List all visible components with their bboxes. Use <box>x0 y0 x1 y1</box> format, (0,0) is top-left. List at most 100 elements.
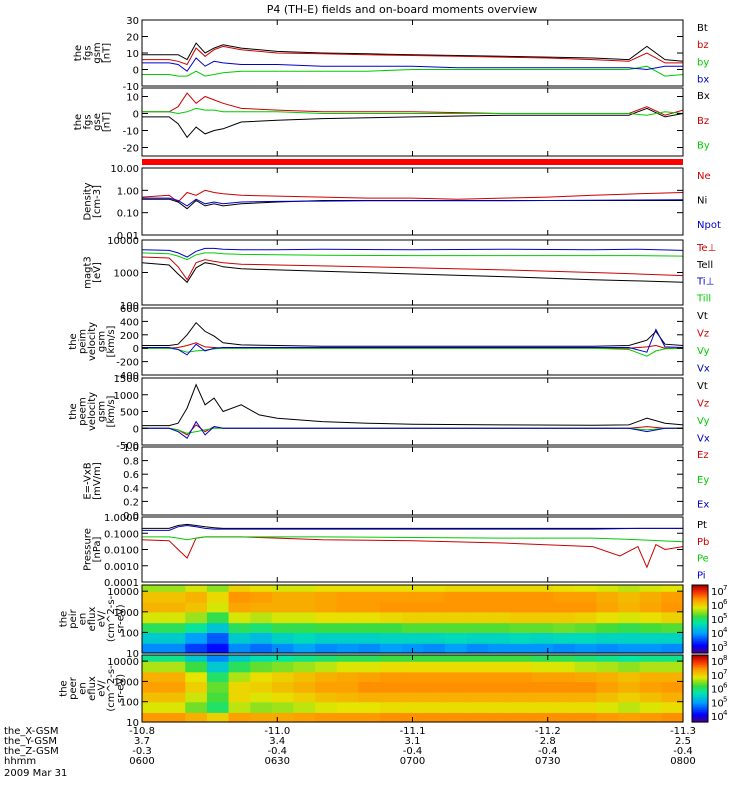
y-tick-label: 10 <box>126 649 139 660</box>
heatmap-cell <box>531 701 554 713</box>
heatmap-cell <box>444 632 468 644</box>
heatmap-cell <box>250 601 273 613</box>
colorbar-segment <box>692 617 708 620</box>
legend-label: Vx <box>697 363 710 374</box>
series-line-pressure-0 <box>142 523 683 529</box>
series-line-temperature-2 <box>141 247 684 258</box>
heatmap-cell <box>553 632 576 644</box>
heatmap-cell <box>531 643 554 654</box>
ephemeris-row-label: the_Y-GSM <box>4 736 57 747</box>
heatmap-cell <box>163 632 186 644</box>
heatmap-cell <box>488 622 511 634</box>
y-tick-label: 0.6 <box>123 470 139 481</box>
heatmap-cell <box>315 585 338 592</box>
colorbar-tick-label: 10 <box>711 671 724 682</box>
heatmap-cell <box>488 655 511 662</box>
series-line-peim-velocity-gsm-2 <box>142 347 684 357</box>
heatmap-cell <box>380 585 403 592</box>
heatmap-cell <box>185 601 208 613</box>
colorbar-segment <box>692 600 708 603</box>
heatmap-cell <box>163 601 186 613</box>
heatmap-cell <box>509 712 533 723</box>
y-axis-label-line: peer <box>68 676 79 700</box>
heatmap-cell <box>618 681 641 693</box>
series-line-peim-velocity-gsm-0 <box>142 321 684 347</box>
ephemeris-row-label: hhmm <box>4 756 36 767</box>
colorbar-segment <box>692 646 708 649</box>
legend-label: by <box>697 57 709 68</box>
heatmap-cell <box>142 643 165 654</box>
colorbar-segment <box>692 588 708 591</box>
heatmap-cell <box>444 655 468 662</box>
heatmap-cell <box>271 681 295 693</box>
heatmap-cell <box>228 632 251 644</box>
heatmap-cell <box>661 692 684 703</box>
heatmap-cell <box>661 681 684 693</box>
heatmap-cell <box>531 591 554 603</box>
heatmap-cell <box>315 655 338 662</box>
heatmap-cell <box>228 585 251 592</box>
y-axis-label-line: eV/ <box>97 680 108 697</box>
y-axis-label-line: (cm^2-s- <box>106 595 117 642</box>
colorbar-frame <box>691 654 709 723</box>
colorbar-segment <box>692 663 708 666</box>
heatmap-cell <box>358 692 381 703</box>
heatmap-cell <box>423 671 446 683</box>
heatmap-cell <box>315 643 338 654</box>
heatmap-cell <box>444 591 468 603</box>
heatmap-cell <box>163 611 186 624</box>
heatmap-cell <box>163 591 186 603</box>
y-tick-label: -10 <box>123 82 139 93</box>
heatmap-cell <box>639 601 662 613</box>
heatmap-cell <box>142 712 165 723</box>
heatmap-cell <box>185 611 208 624</box>
y-axis-label-line: [nT] <box>101 112 112 132</box>
y-tick-label: 200 <box>120 331 139 342</box>
heatmap-cell <box>206 585 230 592</box>
heatmap-cell <box>142 692 165 703</box>
ephemeris-value: -11.3 <box>670 726 696 737</box>
legend-label: bx <box>697 74 709 85</box>
y-axis-label-line: fgs <box>82 45 93 60</box>
heatmap-cell <box>293 701 316 713</box>
heatmap-cell <box>488 701 511 713</box>
heatmap-cell <box>163 681 186 693</box>
heatmap-cell <box>661 661 684 673</box>
series-line-peim-velocity-gsm-3 <box>142 328 684 356</box>
heatmap-cell <box>293 692 316 703</box>
colorbar-tick-label: 10 <box>711 601 724 612</box>
ephemeris-value: -10.8 <box>129 726 155 737</box>
heatmap-cell <box>531 712 554 723</box>
heatmap-cell <box>531 632 554 644</box>
colorbar-segment <box>692 629 708 632</box>
heatmap-cell <box>358 712 381 723</box>
heatmap-cell <box>423 643 446 654</box>
colorbar-segment <box>692 622 708 625</box>
legend-label: Vy <box>697 346 710 357</box>
colorbar-segment <box>692 593 708 596</box>
heatmap-cell <box>401 611 424 624</box>
heatmap-cell <box>315 591 338 603</box>
heatmap-cell <box>185 622 208 634</box>
heatmap-cell <box>163 585 186 592</box>
colorbar-tick-label: 10 <box>711 685 724 696</box>
heatmap-cell <box>185 585 208 592</box>
heatmap-cell <box>336 601 359 613</box>
colorbar-tick-label: 10 <box>711 615 724 626</box>
heatmap-cell <box>488 671 511 683</box>
heatmap-cell <box>618 601 641 613</box>
heatmap-cell <box>142 632 165 644</box>
y-tick-label: 1.00 <box>117 186 139 197</box>
heatmap-cell <box>444 692 468 703</box>
heatmap-cell <box>574 712 598 723</box>
heatmap-cell <box>228 661 251 673</box>
heatmap-cell <box>336 681 359 693</box>
heatmap-cell <box>293 643 316 654</box>
ephemeris-value: 0730 <box>535 756 560 767</box>
colorbar-segment <box>692 681 708 685</box>
ephemeris-value: -0.4 <box>267 746 287 757</box>
